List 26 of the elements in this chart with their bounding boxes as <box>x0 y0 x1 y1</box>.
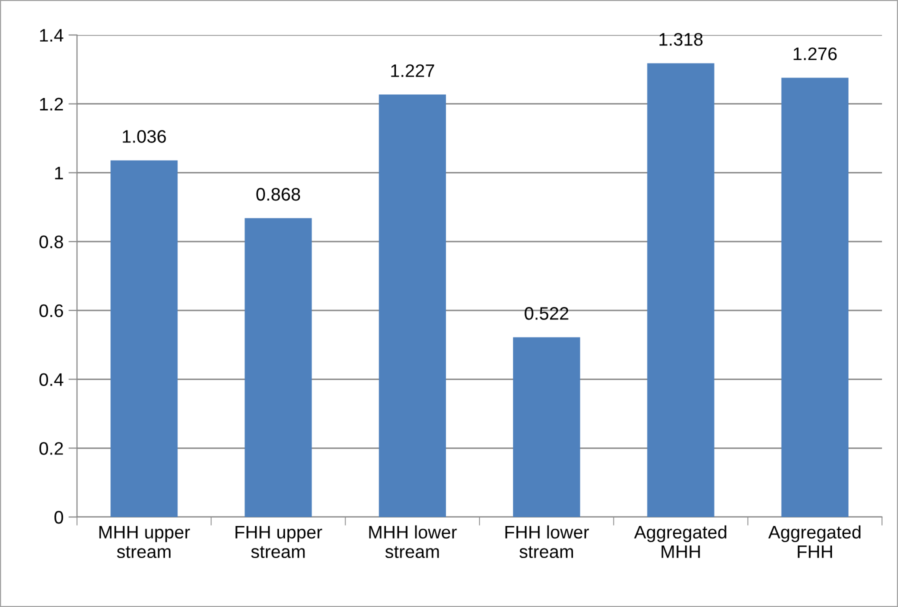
y-tick-label: 1 <box>55 166 63 180</box>
y-tick-label: 0.4 <box>39 373 64 386</box>
y-tick-label: 0.2 <box>39 442 63 455</box>
x-tick-label: Aggregated MHH <box>634 525 726 558</box>
bar <box>647 63 714 517</box>
y-tick-label: 0 <box>54 510 64 524</box>
data-label: 1.036 <box>122 130 166 143</box>
data-label: 0.522 <box>524 307 568 320</box>
x-tick-label: FHH lower stream <box>505 525 589 558</box>
y-tick-label: 0.6 <box>39 304 64 318</box>
bar <box>781 78 848 517</box>
x-tick-label: MHH lower stream <box>369 525 457 558</box>
bar <box>378 94 446 517</box>
x-tick-label: Aggregated FHH <box>768 525 860 558</box>
data-label: 1.318 <box>660 32 703 46</box>
data-label: 1.276 <box>794 47 837 60</box>
bar <box>110 160 178 517</box>
data-label: 1.227 <box>391 64 434 77</box>
bar <box>244 218 312 517</box>
y-tick-label: 1.4 <box>40 29 64 42</box>
y-tick-label: 1.2 <box>40 98 63 110</box>
y-tick-label: 0.8 <box>39 236 64 248</box>
data-label: 0.868 <box>256 188 300 201</box>
x-tick-label: FHH upper stream <box>236 526 322 558</box>
x-tick-label: MHH upper stream <box>99 526 190 558</box>
bar <box>513 337 580 517</box>
